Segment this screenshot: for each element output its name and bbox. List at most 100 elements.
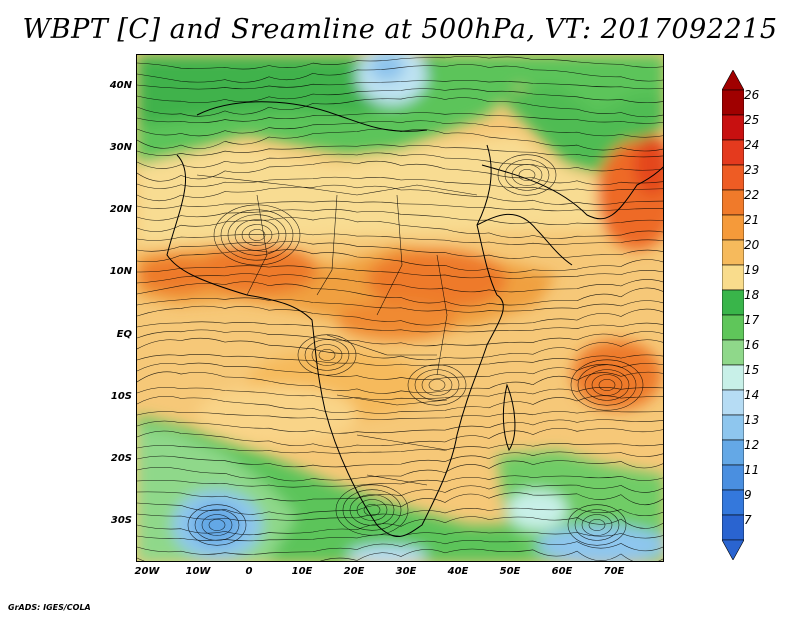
lon-label-50e: 50E <box>499 566 521 577</box>
lon-label-20w: 20W <box>134 566 160 577</box>
streamline-eddy <box>511 164 543 186</box>
streamline-eddy <box>570 359 644 411</box>
streamline-eddy <box>208 519 226 531</box>
colorbar-swatch <box>722 164 744 191</box>
streamline <box>137 265 663 279</box>
streamline <box>137 281 663 307</box>
lat-label-10s: 10S <box>110 391 132 402</box>
streamlines <box>137 55 663 561</box>
streamline-eddy <box>567 504 627 546</box>
colorbar-swatch <box>722 114 744 141</box>
colorbar-arrow-top <box>722 70 744 91</box>
streamline-eddy <box>497 154 557 196</box>
streamline-eddy <box>581 514 613 536</box>
streamline-eddy <box>311 344 343 366</box>
lat-label-30s: 30S <box>110 515 132 526</box>
streamline <box>137 184 663 205</box>
colorbar-label: 26 <box>744 88 760 102</box>
streamline-eddy <box>220 209 294 261</box>
colorbar-label: 9 <box>744 488 752 502</box>
colorbar-label: 19 <box>744 263 760 277</box>
streamline-eddy <box>187 504 247 546</box>
lon-label-0: 0 <box>245 566 253 577</box>
map-title: WBPT [C] and Sreamline at 500hPa, VT: 20… <box>22 14 778 45</box>
colorbar-label: 17 <box>744 313 760 327</box>
streamline <box>137 540 663 555</box>
colorbar-label: 20 <box>744 238 760 252</box>
streamline <box>137 305 663 327</box>
streamline-eddy <box>335 484 409 536</box>
streamline-eddy <box>414 369 460 401</box>
colorbar-swatch <box>722 414 744 441</box>
lon-label-60e: 60E <box>551 566 573 577</box>
streamline <box>137 548 663 561</box>
streamline <box>137 483 663 502</box>
streamline-eddy <box>297 334 357 376</box>
streamline-eddy <box>248 229 266 241</box>
streamline-eddy <box>349 494 395 526</box>
streamline-eddy <box>342 489 402 531</box>
colorbar-label: 7 <box>744 513 752 527</box>
colorbar-label: 12 <box>744 438 760 452</box>
streamline <box>137 55 663 70</box>
streamline <box>137 395 663 414</box>
streamline <box>137 120 663 138</box>
lon-label-70e: 70E <box>603 566 625 577</box>
lon-label-30e: 30E <box>395 566 417 577</box>
streamline <box>137 337 663 361</box>
streamline-eddy <box>234 219 280 251</box>
streamline <box>137 460 663 482</box>
streamline-eddy <box>356 499 388 521</box>
colorbar-swatch <box>722 314 744 341</box>
lon-label-40e: 40E <box>447 566 469 577</box>
streamline <box>137 427 663 448</box>
streamline-eddy <box>584 369 630 401</box>
streamline <box>137 241 663 259</box>
streamline-eddy <box>407 364 467 406</box>
streamline-eddy <box>574 509 620 541</box>
streamline <box>137 209 663 225</box>
streamline <box>137 451 663 468</box>
lat-label-30n: 30N <box>109 142 132 153</box>
colorbar-label: 14 <box>744 388 760 402</box>
streamline <box>137 273 663 293</box>
streamline-eddy <box>588 519 606 531</box>
streamline-eddy <box>194 509 240 541</box>
colorbar-swatch <box>722 214 744 241</box>
lat-label-10n: 10N <box>109 266 132 277</box>
lat-label-20n: 20N <box>109 204 132 215</box>
streamline <box>137 160 663 186</box>
streamline-eddy <box>577 364 637 406</box>
lon-label-20e: 20E <box>343 566 365 577</box>
colorbar-swatch <box>722 289 744 316</box>
colorbar-swatch <box>722 489 744 516</box>
map-panel <box>136 54 664 562</box>
streamline-eddy <box>428 379 446 391</box>
streamline <box>137 443 663 454</box>
credit-text: GrADS: IGES/COLA <box>8 603 91 612</box>
lat-label-40n: 40N <box>109 80 132 91</box>
streamline <box>137 176 663 192</box>
streamline-eddy <box>421 374 453 396</box>
streamline <box>137 88 663 104</box>
streamline <box>137 387 663 400</box>
colorbar-swatch <box>722 339 744 366</box>
streamline <box>137 475 663 488</box>
streamline <box>137 144 663 158</box>
streamline-eddy <box>213 204 301 266</box>
streamline <box>137 200 663 212</box>
streamline-eddy <box>518 169 536 181</box>
temperature-field <box>137 55 663 561</box>
lon-label-10w: 10W <box>185 566 211 577</box>
colorbar-swatch <box>722 139 744 166</box>
streamline <box>137 96 663 118</box>
streamline <box>137 297 663 313</box>
streamline <box>137 64 663 83</box>
colorbar-swatch <box>722 464 744 491</box>
streamline-eddy <box>318 349 336 361</box>
streamline <box>137 321 663 333</box>
streamline <box>137 80 663 90</box>
colorbar-label: 16 <box>744 338 760 352</box>
colorbar-label: 11 <box>744 463 760 477</box>
streamline <box>137 217 663 239</box>
